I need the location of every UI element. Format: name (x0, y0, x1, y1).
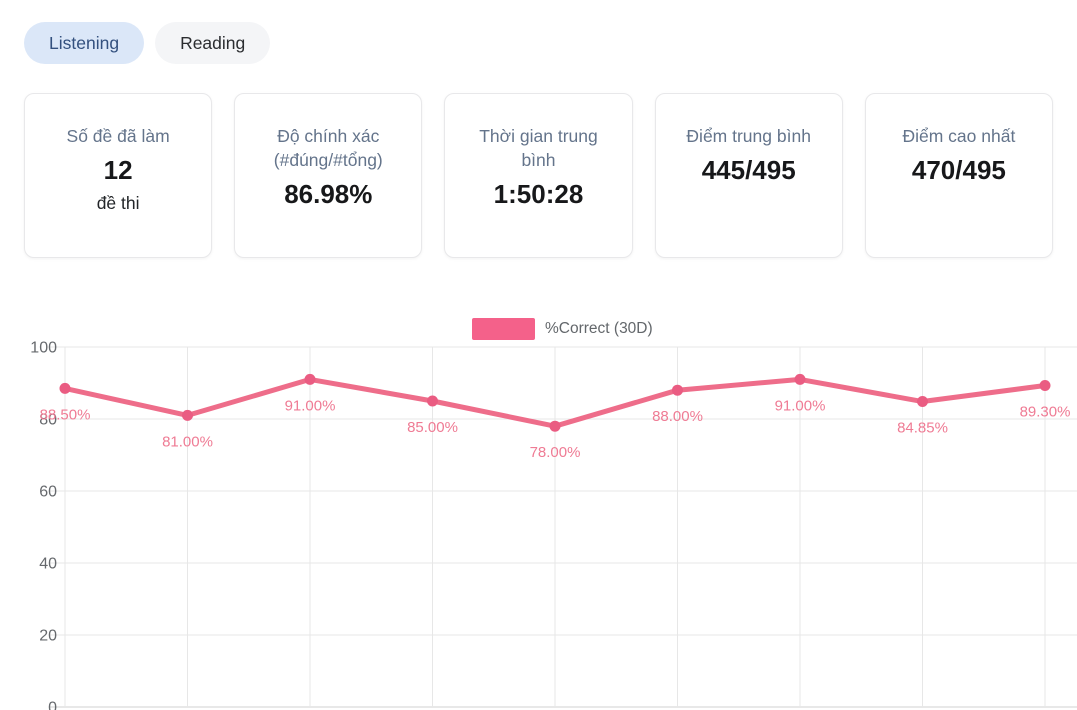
stat-card-tests-taken: Số đề đã làm 12 đề thi (24, 93, 213, 258)
svg-text:88.00%: 88.00% (652, 408, 703, 425)
stats-cards-row: Số đề đã làm 12 đề thi Độ chính xác (#đú… (24, 93, 1053, 258)
svg-text:88.50%: 88.50% (40, 406, 91, 423)
svg-text:60: 60 (39, 484, 57, 501)
line-chart: 100 80 60 40 20 0 88.50% 81.00% 91.00% 85.00% 78.0… (0, 335, 1077, 710)
stat-title: Điểm trung bình (686, 126, 811, 146)
stat-title: Điểm cao nhất (902, 126, 1016, 146)
legend-swatch (472, 318, 535, 340)
stat-value: 12 (103, 155, 133, 186)
stat-card-average-time: Thời gian trung bình 1:50:28 (444, 93, 633, 258)
correct-rate-chart-section: %Correct (30D) 100 80 60 40 20 0 88.50% 81.00% 9… (0, 258, 1077, 710)
stat-card-average-score: Điểm trung bình 445/495 (654, 93, 843, 258)
stat-card-accuracy: Độ chính xác (#đúng/#tổng) 86.98% (234, 93, 423, 258)
stat-card-highest-score: Điểm cao nhất 470/495 (864, 93, 1053, 258)
svg-text:91.00%: 91.00% (285, 397, 336, 414)
stat-value: 470/495 (911, 155, 1006, 186)
svg-text:80: 80 (39, 412, 57, 429)
svg-text:40: 40 (39, 556, 57, 573)
svg-text:78.00%: 78.00% (530, 444, 581, 461)
svg-text:84.85%: 84.85% (897, 420, 948, 437)
svg-text:20: 20 (39, 628, 57, 645)
stat-subtitle: đề thi (96, 193, 140, 214)
svg-text:0: 0 (48, 700, 57, 710)
svg-text:85.00%: 85.00% (407, 419, 458, 436)
stat-value: 445/495 (701, 155, 796, 186)
legend-label: %Correct (30D) (545, 320, 653, 337)
stat-value: 1:50:28 (493, 179, 584, 210)
stat-title: Số đề đã làm (66, 126, 170, 146)
stat-title: Độ chính xác (#đúng/#tổng) (273, 126, 383, 171)
stat-title: Thời gian trung bình (479, 126, 598, 171)
stat-value: 86.98% (284, 179, 373, 210)
svg-text:81.00%: 81.00% (162, 433, 213, 450)
svg-text:100: 100 (30, 340, 57, 357)
line-chart-svg: 100 80 60 40 20 0 88.50% 81.00% 91.00% 85.00% 78.0… (30, 340, 1077, 710)
chart-legend: %Correct (30D) (472, 318, 653, 340)
svg-text:91.00%: 91.00% (775, 397, 826, 414)
svg-text:89.30%: 89.30% (1020, 404, 1071, 421)
tab-bar: Listening Reading (0, 0, 1077, 64)
tab-listening[interactable]: Listening (24, 22, 145, 64)
tab-reading[interactable]: Reading (155, 22, 271, 64)
